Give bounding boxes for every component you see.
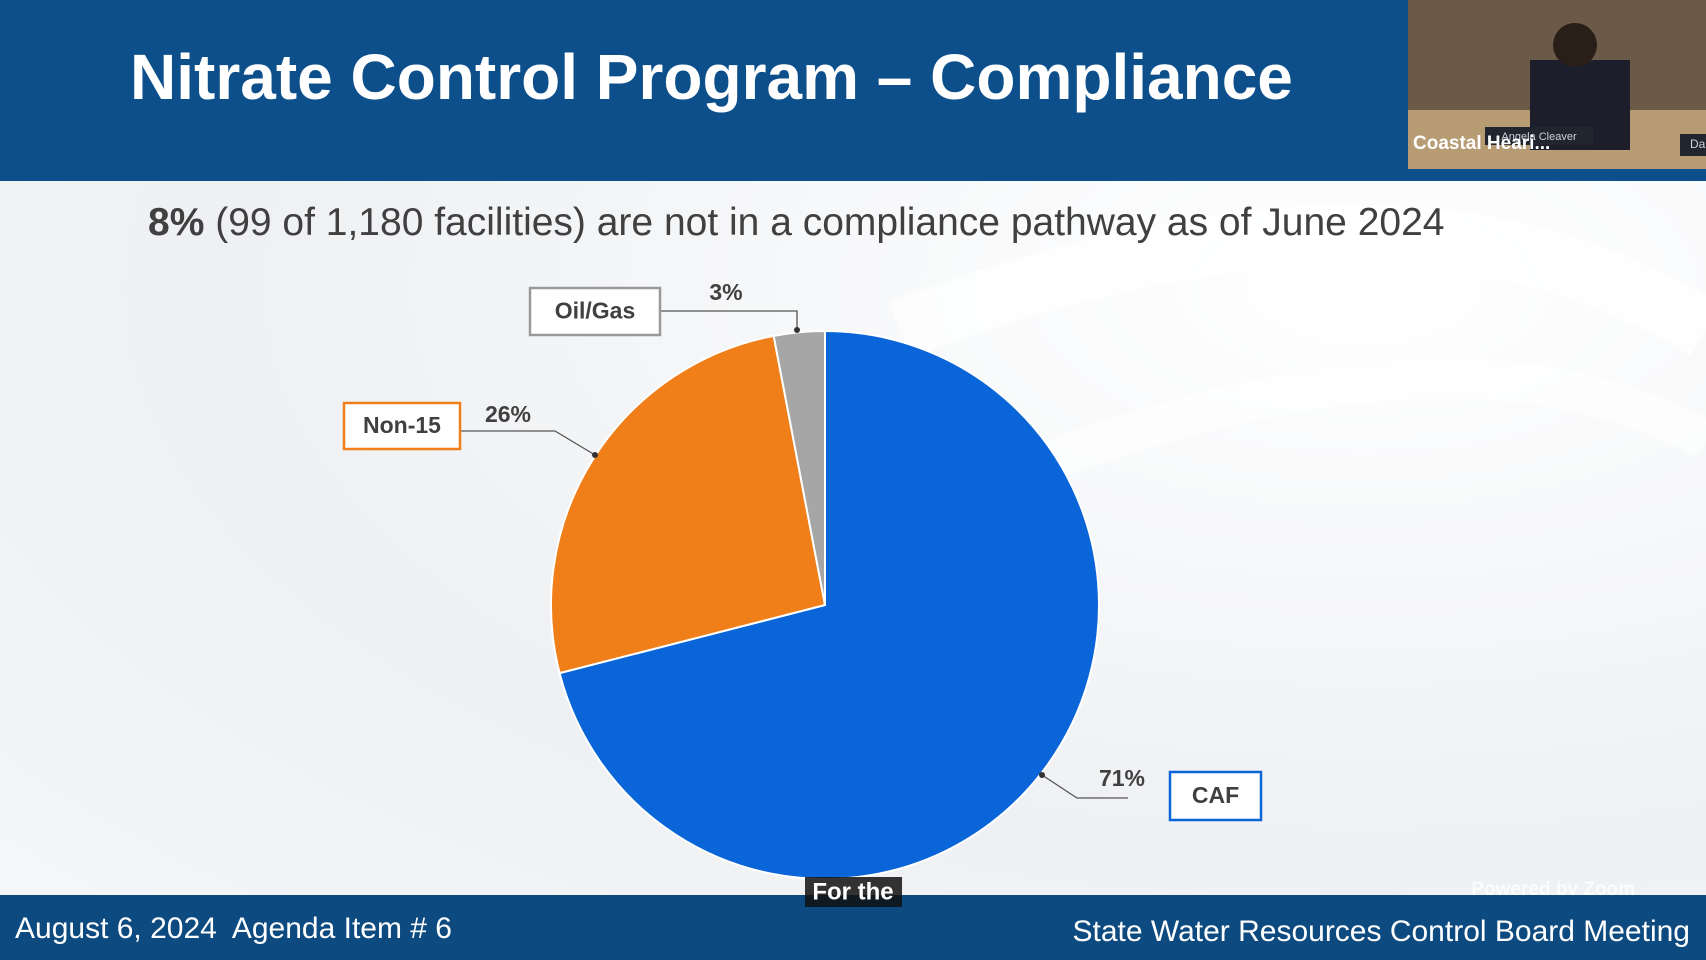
participant-name: Coastal Heari... [1413,133,1550,154]
pie-slice [772,329,826,606]
caption-box [805,877,902,907]
label-box [1168,770,1263,822]
background-swoosh [992,358,1706,499]
nameplate-text: Angela Cleaver [1501,131,1577,143]
subtitle-text: (99 of 1,180 facilities) are not in a co… [215,201,1444,244]
leader-arrow [1039,772,1045,778]
label-box [528,286,662,337]
slide-title: Nitrate Control Program – Compliance [130,41,1293,113]
category-label: Non-15 [363,412,441,438]
label-box [342,401,462,451]
leader-line [460,430,596,456]
value-label: 26% [485,401,531,427]
subtitle: 8% (99 of 1,180 facilities) are not in a… [148,201,1444,244]
leader-arrow [592,452,598,458]
category-label: Oil/Gas [555,298,636,324]
video-person-head [1553,23,1597,67]
leader-arrow [794,327,800,333]
leader-line [1041,774,1128,799]
zoom-watermark: Powered by Zoom [1471,879,1635,900]
footer-right: State Water Resources Control Board Meet… [1072,915,1690,948]
leader-line [660,310,798,330]
category-label: CAF [1192,782,1239,808]
pie-chart: CAF 71% Non-15 26% Oil/Gas 3% [342,279,1263,880]
nameplate-text: Da [1690,137,1706,151]
footer-left: August 6, 2024 Agenda Item # 6 [15,912,452,945]
value-label: 3% [709,279,742,305]
value-label: 71% [1099,765,1145,791]
caption: For the [812,878,893,905]
nameplate [1680,134,1706,156]
background-swoosh [889,205,1706,359]
pie-slice [550,334,827,675]
nameplate [1485,127,1593,145]
subtitle-emphasis: 8% [148,201,204,244]
